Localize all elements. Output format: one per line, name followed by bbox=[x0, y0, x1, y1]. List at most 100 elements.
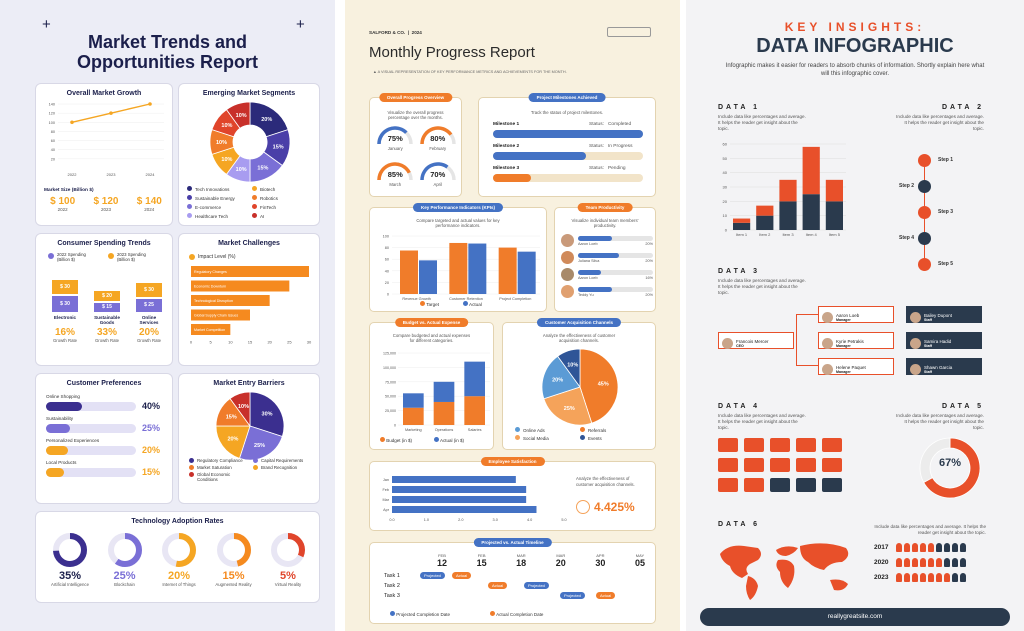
x-tick-label: 20 bbox=[267, 340, 272, 345]
market-segments-donut: 20% 15% 15% 10% 10% 10% 10% 10% bbox=[209, 101, 291, 183]
progress-overview-pill: Overall Progress Overview bbox=[378, 93, 453, 102]
person-icon bbox=[896, 543, 902, 552]
person-icon bbox=[904, 543, 910, 552]
y-tick-label: 125,000 bbox=[383, 352, 396, 356]
brand-name: SALFORD & CO. bbox=[369, 30, 406, 35]
acquisition-pill: Customer Acquisition Channels bbox=[536, 318, 622, 327]
briefcase-icon bbox=[718, 438, 738, 452]
logo-mark-icon bbox=[607, 27, 651, 37]
team-member-row: Aaron Loeb 16% bbox=[561, 268, 653, 281]
acquisition-legend-item: Events bbox=[580, 435, 645, 441]
population-row: 2020 bbox=[874, 558, 986, 567]
org-connector bbox=[796, 314, 818, 366]
satisfaction-bar bbox=[392, 506, 537, 513]
briefcase-icon bbox=[796, 458, 816, 472]
star-icon bbox=[918, 258, 931, 271]
timeline-card: Projected vs. Actual Timeline FEB 12 FEB 15… bbox=[369, 538, 656, 624]
briefcase-icon bbox=[822, 478, 842, 492]
y-tick-label: 80 bbox=[385, 246, 389, 250]
report-year: 2024 bbox=[411, 30, 422, 35]
spending-bar-online: $ 30 $ 25 Online Services 20% Growth Rat… bbox=[132, 272, 166, 343]
step-label: Step 3 bbox=[938, 209, 954, 215]
challenge-bar-label: Economic Downturn bbox=[194, 285, 226, 289]
person-icon bbox=[896, 558, 902, 567]
preference-row: Personalized Experiences 20% bbox=[46, 438, 161, 455]
budget-legend: Budget (in $) Actual (in $) bbox=[380, 437, 464, 443]
budget-legend-budget: Budget (in $) bbox=[380, 437, 412, 443]
timeline-tag: Actual bbox=[452, 572, 472, 579]
market-challenges-title: Market Challenges bbox=[218, 240, 280, 247]
x-tick-label: 15 bbox=[248, 340, 253, 345]
slice-label-2: 20% bbox=[552, 378, 563, 384]
spending-legend-2023: 2023 Spending (Billion $) bbox=[108, 252, 155, 262]
y-tick-label: 60 bbox=[385, 258, 389, 262]
growth-point bbox=[70, 120, 74, 125]
acquisition-legend: Online Ads Referrals Social Media Events bbox=[515, 427, 645, 441]
y-tick-label: Mar bbox=[382, 498, 389, 502]
budget-bar bbox=[433, 401, 455, 425]
slice-label-1: 25% bbox=[564, 406, 575, 412]
market-size-values: $ 100 2022 $ 120 2023 $ 140 2024 bbox=[41, 196, 171, 212]
gauge-month: January bbox=[387, 146, 403, 151]
market-size-2022: $ 100 2022 bbox=[50, 196, 76, 212]
kpi-bar bbox=[498, 247, 517, 294]
gauge-month: April bbox=[433, 182, 442, 187]
gauge-arc bbox=[377, 126, 413, 145]
budget-desc: Compare budgeted and actual expenses for… bbox=[392, 333, 471, 343]
y-tick-label: 10 bbox=[723, 213, 728, 218]
timeline-tag: Actual bbox=[488, 582, 508, 589]
segments-legend-item: AI bbox=[252, 213, 317, 219]
gauge-value: 80% bbox=[430, 134, 446, 143]
gauge-month: February bbox=[429, 146, 447, 151]
gauge-value: 75% bbox=[387, 134, 403, 143]
y-tick-label: 40 bbox=[51, 148, 55, 152]
segments-legend-item: E-commerce bbox=[187, 204, 252, 210]
progress-report-subtitle: ▲ A VISUAL REPRESENTATION OF KEY PERFORM… bbox=[373, 70, 567, 74]
briefcase-icon bbox=[796, 438, 816, 452]
person-icon bbox=[944, 543, 950, 552]
x-tick-label: 4.0 bbox=[527, 518, 532, 522]
adoption-ring bbox=[271, 533, 305, 567]
population-row: 2017 bbox=[874, 543, 986, 552]
kpi-desc: Compare targeted and actual values for k… bbox=[416, 218, 500, 228]
title-line-2: Opportunities Report bbox=[77, 52, 258, 72]
timeline-date: MAR 18 bbox=[516, 553, 527, 568]
budget-chart: 125,000 100,000 75,000 50,000 25,000 0 Marketi… bbox=[383, 352, 490, 432]
adoption-ring bbox=[107, 533, 142, 567]
org-staff-card: Shawn Garcia Staff bbox=[906, 358, 982, 376]
entry-barriers-pie: 30% 25% 20% 15%10% bbox=[215, 391, 285, 461]
progress-report-title: Monthly Progress Report bbox=[369, 44, 535, 61]
slice-label-7: 10% bbox=[236, 113, 247, 119]
world-map-icon bbox=[720, 543, 849, 600]
person-icon bbox=[928, 543, 934, 552]
kpi-card: Key Performance Indicators (KPIs) Compar… bbox=[369, 203, 547, 312]
timeline-legend: Projected Completion Date Actual Complet… bbox=[390, 611, 543, 617]
x-tick-label: 30 bbox=[307, 340, 312, 345]
x-tick-label: Salaries bbox=[468, 428, 482, 432]
infographic-intro: Infographic makes it easier for readers … bbox=[725, 63, 985, 77]
slice-label-0: 20% bbox=[261, 117, 272, 123]
spending-bar-sustainable: $ 20 $ 15 Sustainable Goods 33% Growth R… bbox=[94, 291, 120, 343]
timeline-tag: Projected bbox=[420, 572, 445, 579]
data-1-title: DATA 1 bbox=[718, 104, 760, 111]
segments-legend-item: FinTech bbox=[252, 204, 317, 210]
gauge-value: 85% bbox=[387, 170, 403, 179]
kpi-bar bbox=[468, 243, 487, 294]
barriers-legend-item: Global Economic Conditions bbox=[189, 472, 317, 482]
milestones-card: Project Milestones Achieved Track the st… bbox=[478, 93, 656, 197]
gauge-month: March bbox=[389, 182, 402, 187]
org-manager-card: Helene Paquet Manager bbox=[818, 358, 894, 376]
gauge-arc bbox=[377, 162, 413, 181]
team-member-row: Aaron Loeb 20% bbox=[561, 234, 653, 247]
timeline-tag: Projected bbox=[560, 592, 585, 599]
smile-icon bbox=[576, 500, 590, 514]
market-size-label: Market Size (Billion $) bbox=[44, 188, 94, 193]
briefcase-icon bbox=[718, 458, 738, 472]
person-icon bbox=[904, 573, 910, 582]
x-tick-label: 2024 bbox=[146, 172, 156, 177]
barriers-legend-item: Brand Recognition bbox=[253, 465, 317, 470]
person-icon bbox=[952, 573, 958, 582]
data-5-value: 67% bbox=[938, 457, 962, 469]
team-member-row: Juliana Silva 20% bbox=[561, 251, 653, 264]
site-footer-link[interactable]: reallygreatsite.com bbox=[700, 608, 1010, 626]
